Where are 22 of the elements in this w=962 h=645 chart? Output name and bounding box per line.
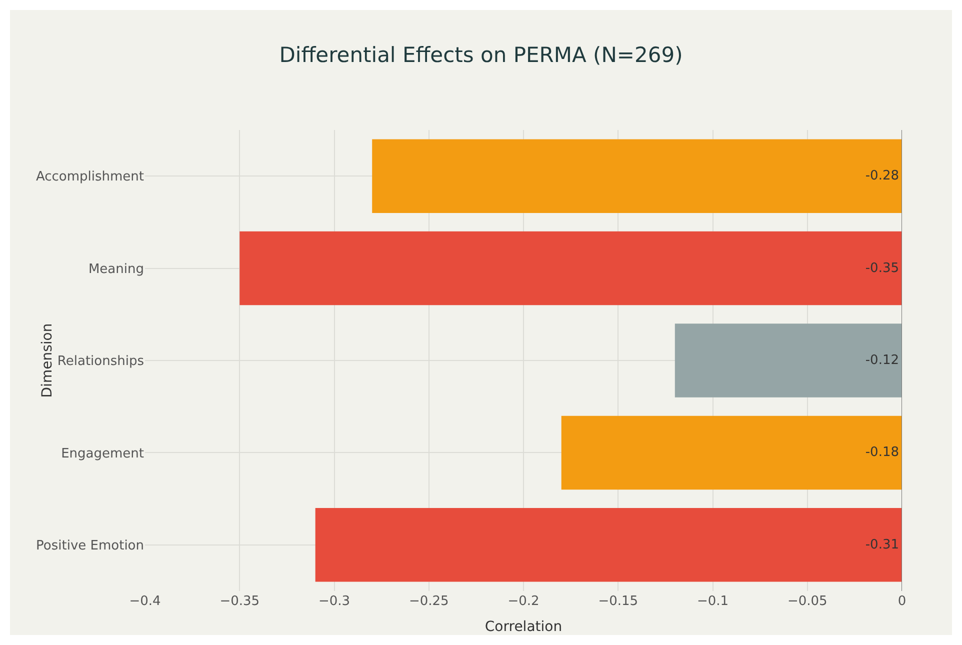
data-label: -0.31 [865, 537, 899, 552]
x-tick-label: −0.4 [129, 594, 161, 609]
x-tick-label: −0.2 [508, 594, 540, 609]
data-label: -0.28 [865, 168, 899, 184]
data-label: -0.12 [865, 353, 899, 368]
chart-title: Differential Effects on PERMA (N=269) [279, 43, 683, 68]
data-label: -0.35 [865, 260, 899, 276]
y-tick-label: Relationships [57, 354, 144, 370]
x-tick-label: 0 [898, 594, 906, 609]
y-tick-label: Engagement [61, 446, 144, 462]
y-tick-label: Positive Emotion [36, 538, 144, 554]
x-tick-label: −0.3 [318, 594, 350, 609]
x-axis-title: Correlation [484, 619, 562, 635]
y-axis-title: Dimension [39, 323, 56, 398]
data-label: -0.18 [865, 445, 899, 460]
x-tick-label: −0.05 [787, 594, 828, 609]
y-tick-label: Accomplishment [36, 170, 144, 185]
x-tick-label: −0.25 [408, 594, 449, 609]
y-tick-label: Meaning [88, 262, 144, 277]
x-tick-label: −0.15 [598, 594, 638, 609]
x-tick-label: −0.1 [696, 594, 729, 609]
x-tick-label: −0.35 [220, 594, 260, 609]
